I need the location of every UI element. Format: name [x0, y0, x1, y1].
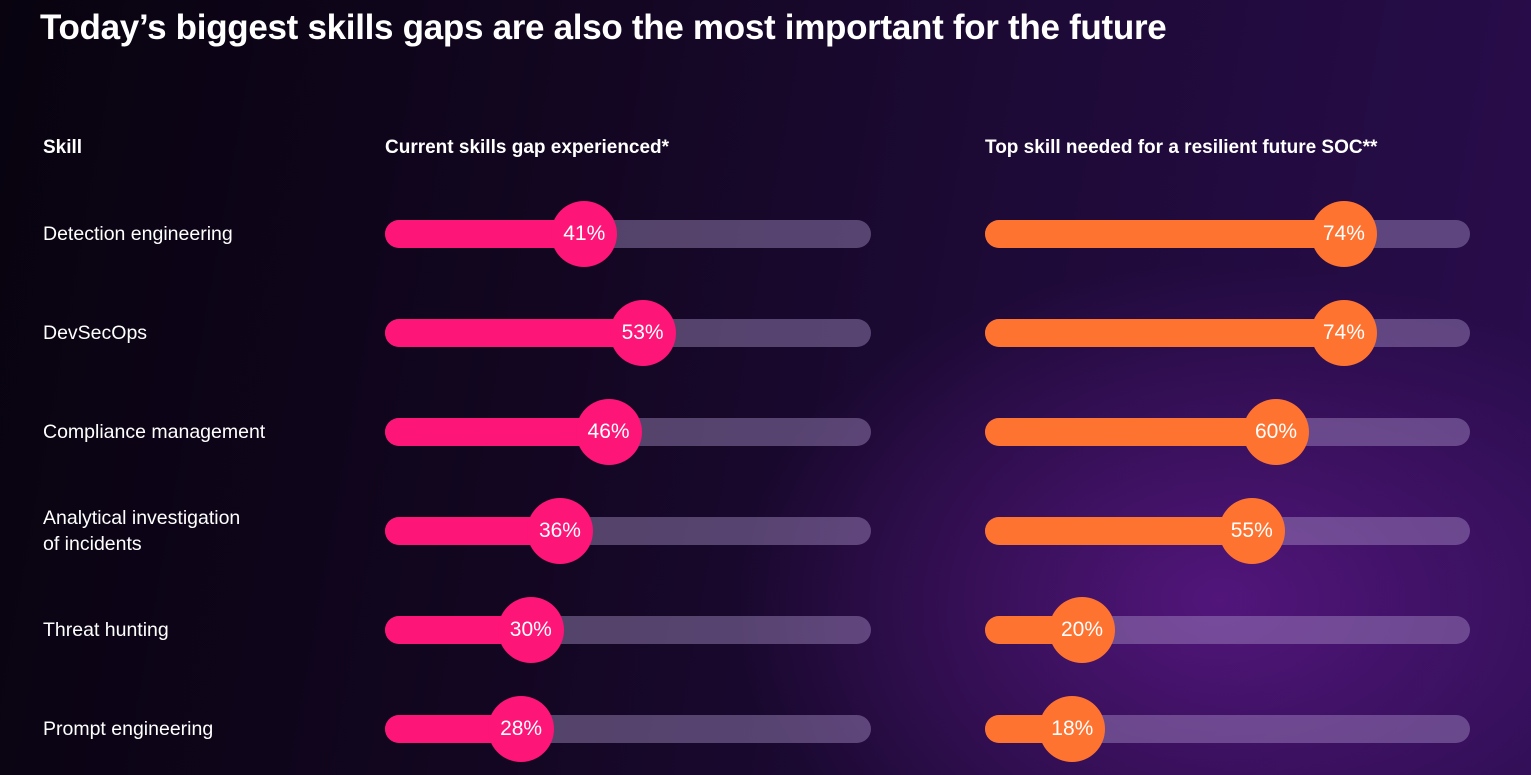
current-gap-value-label: 53%	[609, 300, 676, 366]
skill-label: Threat hunting	[43, 619, 169, 641]
current-gap-bar	[385, 418, 609, 446]
current-gap-track: 46%	[385, 399, 871, 465]
current-gap-value-label: 41%	[551, 201, 618, 267]
current-gap-track: 36%	[385, 498, 871, 564]
chart-title: Today’s biggest skills gaps are also the…	[40, 8, 1167, 47]
header-current-gap: Current skills gap experienced*	[385, 137, 670, 158]
future-skill-track: 74%	[985, 300, 1470, 366]
skill-label: Prompt engineering	[43, 718, 214, 740]
future-skill-track: 20%	[985, 597, 1470, 663]
current-gap-value-label: 28%	[488, 696, 555, 762]
skill-label: Compliance management	[43, 421, 266, 443]
future-skill-value-label: 60%	[1243, 399, 1309, 465]
future-skill-bar	[985, 418, 1276, 446]
skill-label: DevSecOps	[43, 322, 148, 344]
current-gap-track: 53%	[385, 300, 871, 366]
skill-label: Detection engineering	[43, 223, 233, 245]
current-gap-value-label: 36%	[526, 498, 593, 564]
current-gap-track: 41%	[385, 201, 871, 267]
header-future-skill: Top skill needed for a resilient future …	[985, 137, 1378, 158]
current-gap-track: 30%	[385, 597, 871, 663]
future-skill-value-label: 55%	[1218, 498, 1285, 564]
current-gap-bar	[385, 220, 585, 248]
current-gap-bar	[385, 319, 643, 347]
future-skill-bar	[985, 517, 1252, 545]
skill-label: Analytical investigation of incidents	[43, 507, 241, 555]
future-skill-track: 60%	[985, 399, 1470, 465]
future-skill-track: 74%	[985, 201, 1470, 267]
current-gap-value-label: 30%	[497, 597, 564, 663]
future-skill-value-label: 20%	[1049, 597, 1115, 663]
current-gap-value-label: 46%	[575, 399, 642, 465]
future-skill-value-label: 18%	[1039, 696, 1106, 762]
future-skill-value-label: 74%	[1310, 300, 1377, 366]
header-skill: Skill	[43, 137, 83, 158]
future-skill-value-label: 74%	[1310, 201, 1377, 267]
future-skill-bar	[985, 220, 1344, 248]
future-skill-track: 18%	[985, 696, 1470, 762]
future-skill-track: 55%	[985, 498, 1470, 564]
future-skill-bar	[985, 319, 1344, 347]
current-gap-track: 28%	[385, 696, 871, 762]
